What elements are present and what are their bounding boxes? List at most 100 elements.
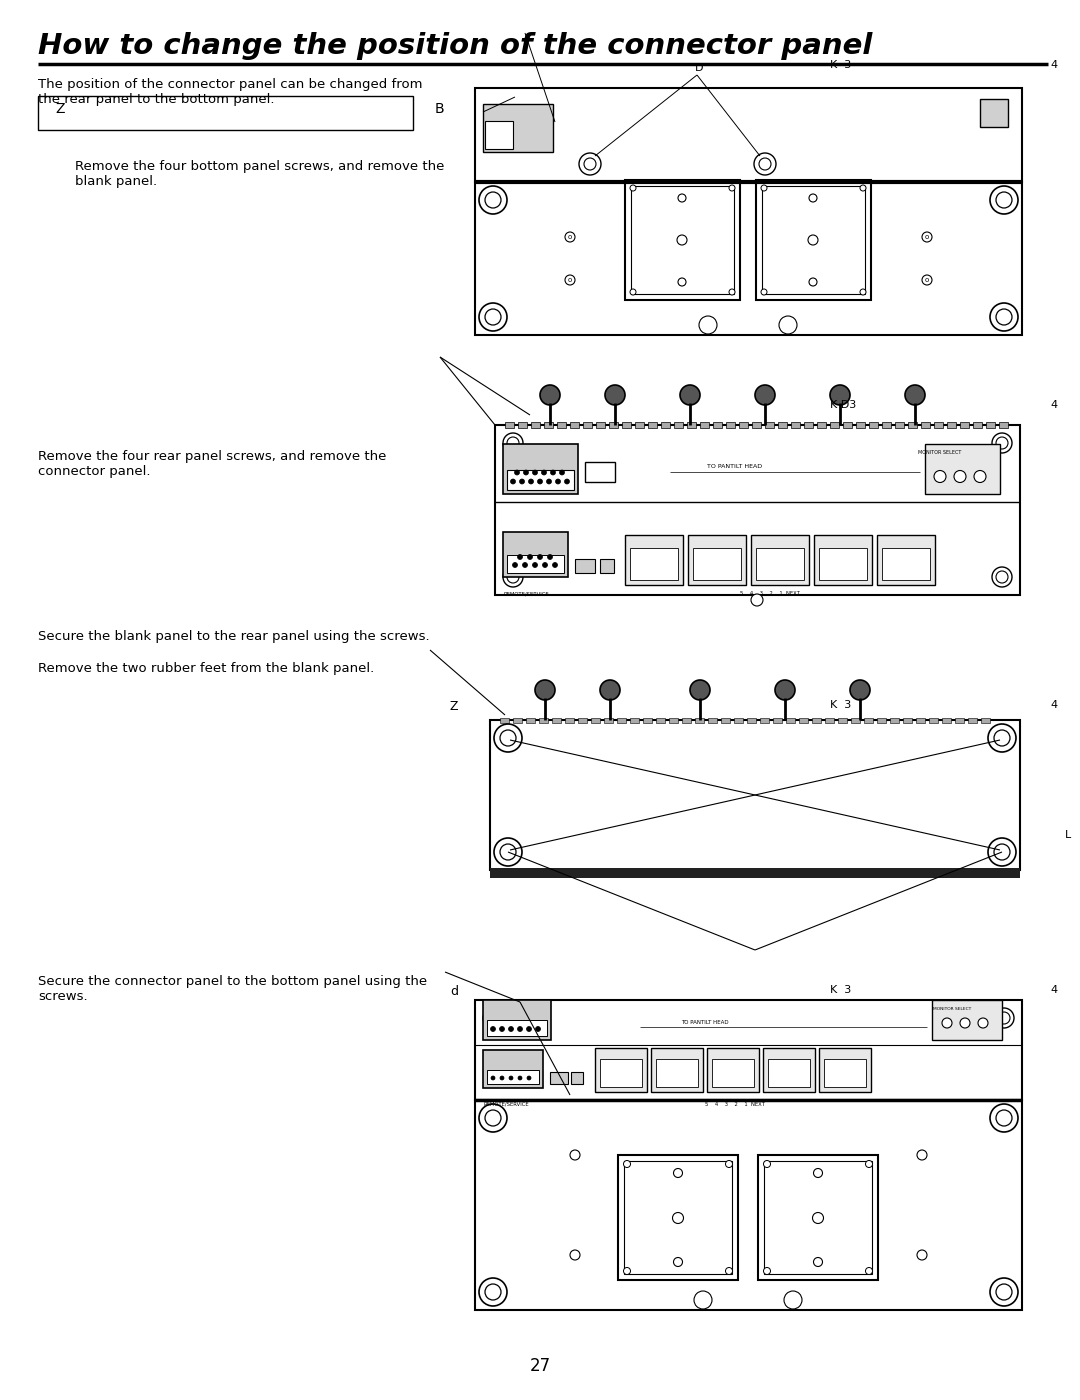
Circle shape [500, 844, 516, 860]
Circle shape [483, 1008, 503, 1028]
Circle shape [507, 571, 519, 582]
Circle shape [523, 563, 527, 567]
Bar [877, 718, 886, 722]
Bar [557, 421, 566, 428]
Bar [483, 1050, 543, 1088]
Bar [475, 1000, 1022, 1100]
Bar [693, 547, 741, 580]
Bar [475, 88, 1022, 182]
Bar [838, 718, 847, 722]
Bar [756, 547, 804, 580]
Text: TO PANTILT HEAD: TO PANTILT HEAD [681, 1021, 729, 1025]
Circle shape [565, 232, 575, 242]
Text: K D3: K D3 [831, 400, 856, 410]
Bar [570, 421, 579, 428]
Circle shape [809, 195, 816, 202]
Circle shape [994, 729, 1010, 746]
Bar [681, 718, 691, 722]
Bar [500, 718, 509, 722]
Text: 5    4    3    2    1  NEXT: 5 4 3 2 1 NEXT [705, 1102, 765, 1107]
Bar [773, 718, 782, 722]
Circle shape [865, 1267, 873, 1274]
Bar [475, 1100, 1022, 1310]
Text: Remove the four bottom panel screws, and remove the
blank panel.: Remove the four bottom panel screws, and… [75, 160, 444, 188]
Circle shape [996, 192, 1012, 209]
Bar [799, 718, 808, 722]
Bar [526, 718, 535, 722]
Bar [816, 421, 826, 428]
Circle shape [934, 470, 946, 483]
Text: The position of the connector panel can be changed from
the rear panel to the bo: The position of the connector panel can … [38, 78, 422, 106]
Circle shape [487, 1012, 499, 1023]
Circle shape [680, 385, 700, 405]
Circle shape [813, 1257, 823, 1267]
Circle shape [860, 185, 866, 190]
Bar [596, 421, 605, 428]
Circle shape [480, 186, 507, 214]
Bar [700, 421, 708, 428]
Circle shape [485, 309, 501, 325]
Circle shape [990, 302, 1018, 330]
Bar [708, 718, 717, 722]
Bar [661, 421, 670, 428]
Bar [747, 718, 756, 722]
Circle shape [996, 437, 1008, 449]
Circle shape [532, 470, 538, 475]
Circle shape [480, 302, 507, 330]
Circle shape [993, 567, 1012, 587]
Circle shape [674, 1257, 683, 1267]
Circle shape [764, 1161, 770, 1168]
Text: Remove the four rear panel screws, and remove the
connector panel.: Remove the four rear panel screws, and r… [38, 449, 387, 477]
Circle shape [548, 554, 553, 560]
Circle shape [942, 1018, 951, 1028]
Circle shape [490, 1026, 496, 1032]
Circle shape [499, 1026, 504, 1032]
Circle shape [507, 437, 519, 449]
Text: K  3: K 3 [831, 986, 851, 995]
Bar [734, 718, 743, 722]
Bar [585, 462, 615, 482]
Circle shape [480, 1105, 507, 1133]
Circle shape [996, 1284, 1012, 1301]
Bar [688, 535, 746, 585]
Text: MONITOR SELECT: MONITOR SELECT [918, 449, 961, 455]
Bar [609, 421, 618, 428]
Circle shape [542, 563, 548, 567]
Bar [986, 421, 995, 428]
Circle shape [994, 1008, 1014, 1028]
Circle shape [503, 433, 523, 454]
Bar [981, 718, 990, 722]
Bar [955, 718, 964, 722]
Bar [550, 1072, 568, 1084]
Text: REMOTE/SERVICE: REMOTE/SERVICE [503, 591, 549, 596]
Bar [890, 718, 899, 722]
Text: o: o [568, 234, 572, 239]
Circle shape [527, 554, 532, 560]
Circle shape [518, 1077, 522, 1079]
Circle shape [954, 470, 966, 483]
Bar [595, 1049, 647, 1092]
Circle shape [988, 724, 1016, 752]
Bar [877, 535, 935, 585]
Bar [947, 421, 956, 428]
Text: 4: 4 [1050, 986, 1057, 995]
Bar [762, 1049, 815, 1092]
Circle shape [541, 470, 546, 475]
Bar [485, 120, 513, 148]
Bar [475, 182, 1022, 190]
Circle shape [761, 185, 767, 190]
Text: Z: Z [450, 700, 459, 713]
Bar [764, 1161, 872, 1274]
Circle shape [565, 274, 575, 286]
Circle shape [729, 288, 735, 295]
Bar [591, 718, 600, 722]
Bar [825, 718, 834, 722]
Text: Secure the connector panel to the bottom panel using the
screws.: Secure the connector panel to the bottom… [38, 974, 427, 1002]
Bar [707, 1049, 759, 1092]
Bar [487, 1021, 546, 1036]
Circle shape [996, 571, 1008, 582]
Bar [942, 718, 951, 722]
Bar [505, 421, 514, 428]
Circle shape [485, 1284, 501, 1301]
Bar [544, 421, 553, 428]
